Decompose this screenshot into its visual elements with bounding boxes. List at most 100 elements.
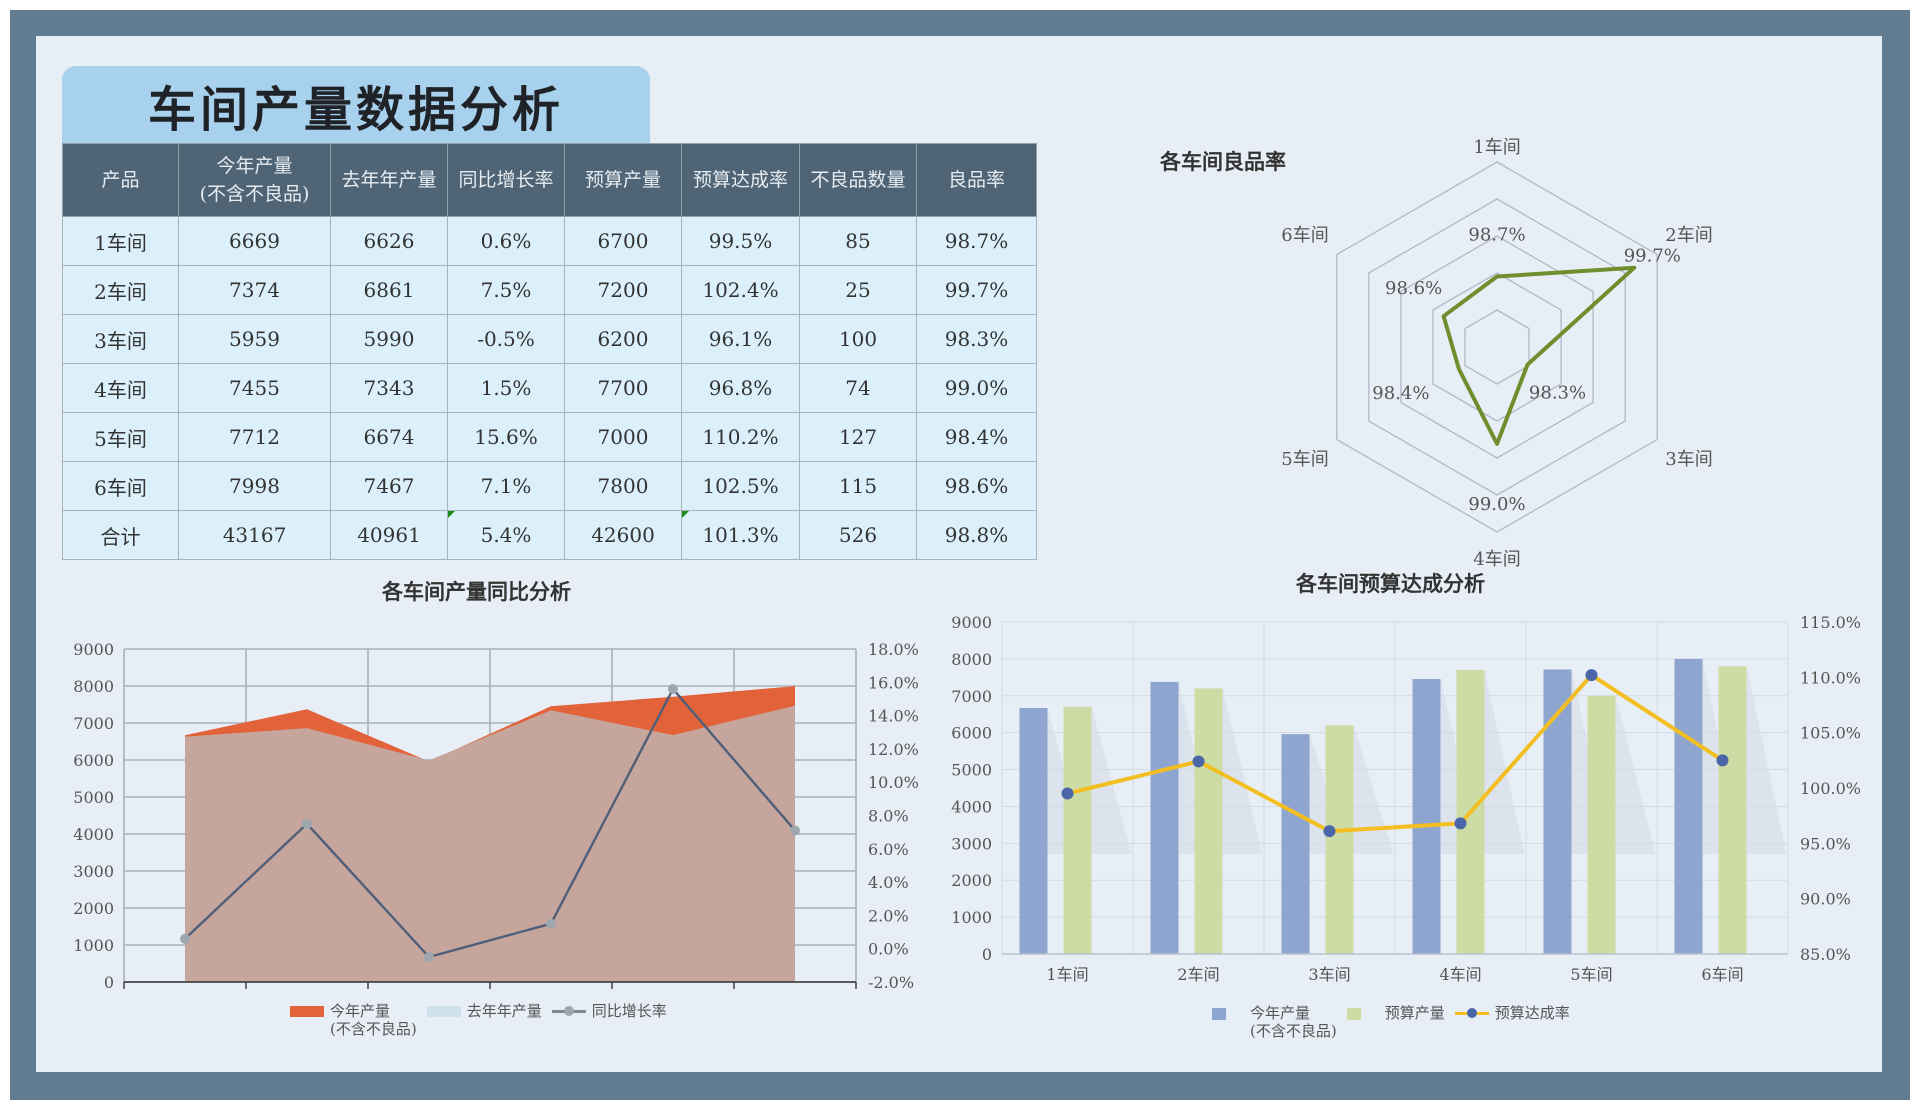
table-cell[interactable]: 6车间 [62, 461, 179, 511]
table-cell[interactable]: 1车间 [62, 216, 179, 266]
table-cell[interactable]: 25 [799, 265, 917, 315]
bar-shadow [1484, 669, 1525, 854]
bar[interactable] [1019, 707, 1048, 954]
table-cell[interactable]: 5车间 [62, 412, 179, 462]
table-cell[interactable]: 102.5% [681, 461, 800, 511]
table-cell[interactable]: 6669 [178, 216, 331, 266]
table-cell[interactable]: 127 [799, 412, 917, 462]
legend-item[interactable]: 今年产量 (不含不良品) [290, 1002, 417, 1038]
table-cell[interactable]: 7467 [330, 461, 448, 511]
y2-axis-tick: 0.0% [868, 940, 909, 959]
table-cell[interactable]: 7455 [178, 363, 331, 413]
table-cell[interactable]: 5990 [330, 314, 448, 364]
table-cell[interactable]: 7.1% [447, 461, 565, 511]
table-cell[interactable]: 6700 [564, 216, 682, 266]
line-marker[interactable] [180, 933, 190, 944]
table-cell[interactable]: 7712 [178, 412, 331, 462]
table-cell[interactable]: 98.6% [916, 461, 1037, 511]
table-cell[interactable]: 7000 [564, 412, 682, 462]
line-marker[interactable] [302, 818, 312, 829]
radar-grid-ring [1464, 309, 1530, 385]
table-cell[interactable]: 5.4% [447, 510, 565, 560]
table-cell[interactable]: 0.6% [447, 216, 565, 266]
table-cell[interactable]: 40961 [330, 510, 448, 560]
radar-axis-label: 2车间 [1665, 225, 1712, 246]
table-cell[interactable]: 99.5% [681, 216, 800, 266]
table-cell[interactable]: 7.5% [447, 265, 565, 315]
table-row: 6车间 7998 7467 7.1% 7800 102.5% 115 98.6% [62, 461, 1037, 511]
table-cell[interactable]: 98.4% [916, 412, 1037, 462]
table-cell[interactable]: 96.8% [681, 363, 800, 413]
table-cell[interactable]: 4车间 [62, 363, 179, 413]
line-marker[interactable] [424, 952, 434, 963]
table-cell[interactable]: 合计 [62, 510, 179, 560]
bar[interactable] [1063, 706, 1092, 954]
bar[interactable] [1281, 734, 1310, 954]
table-cell[interactable]: 96.1% [681, 314, 800, 364]
column-header: 产品 [62, 143, 179, 217]
table-cell[interactable]: 5959 [178, 314, 331, 364]
radar-chart-title: 各车间良品率 [1160, 150, 1286, 174]
bar[interactable] [1412, 678, 1441, 954]
table-cell[interactable]: 115 [799, 461, 917, 511]
table-cell[interactable]: 74 [799, 363, 917, 413]
table-cell[interactable]: 99.7% [916, 265, 1037, 315]
table-cell[interactable]: 7200 [564, 265, 682, 315]
table-cell[interactable]: 15.6% [447, 412, 565, 462]
table-cell[interactable]: 2车间 [62, 265, 179, 315]
table-cell[interactable]: 110.2% [681, 412, 800, 462]
table-cell[interactable]: 85 [799, 216, 917, 266]
table-cell[interactable]: 6200 [564, 314, 682, 364]
line-marker[interactable] [1716, 754, 1729, 767]
bar[interactable] [1718, 666, 1747, 954]
legend-item[interactable]: 去年年产量 [426, 1002, 542, 1020]
bar[interactable] [1325, 725, 1354, 954]
legend-line-marker-icon [1454, 1008, 1489, 1019]
legend-item[interactable]: 预算达成率 [1454, 1004, 1570, 1022]
line-marker[interactable] [546, 918, 556, 929]
table-cell[interactable]: 6674 [330, 412, 448, 462]
table-cell[interactable]: 98.3% [916, 314, 1037, 364]
table-cell[interactable]: 99.0% [916, 363, 1037, 413]
legend-item[interactable]: 预算产量 [1346, 1004, 1445, 1022]
bar[interactable] [1587, 695, 1616, 954]
bar[interactable] [1543, 669, 1572, 954]
y-axis-tick: 7000 [73, 714, 114, 733]
legend-label: 今年产量 (不含不良品) [330, 1002, 417, 1038]
table-cell[interactable]: -0.5% [447, 314, 565, 364]
legend-item[interactable]: 同比增长率 [551, 1002, 667, 1020]
table-cell[interactable]: 526 [799, 510, 917, 560]
table-cell[interactable]: 7800 [564, 461, 682, 511]
table-cell[interactable]: 6626 [330, 216, 448, 266]
bar-shadow [1222, 688, 1263, 854]
table-cell[interactable]: 101.3% [681, 510, 800, 560]
bar[interactable] [1674, 658, 1703, 954]
line-marker[interactable] [668, 683, 678, 694]
table-cell[interactable]: 42600 [564, 510, 682, 560]
line-marker[interactable] [1585, 669, 1598, 682]
table-cell[interactable]: 6861 [330, 265, 448, 315]
line-marker[interactable] [1061, 787, 1074, 800]
line-marker[interactable] [1192, 755, 1205, 768]
bar[interactable] [1194, 688, 1223, 954]
table-cell[interactable]: 7998 [178, 461, 331, 511]
radar-data-label: 98.7% [1468, 225, 1525, 246]
radar-data-label: 99.7% [1624, 246, 1681, 267]
legend-item[interactable]: 今年产量 (不含不良品) [1212, 1004, 1337, 1040]
y-axis-tick: 6000 [73, 751, 114, 770]
table-cell[interactable]: 102.4% [681, 265, 800, 315]
table-cell[interactable]: 3车间 [62, 314, 179, 364]
bar[interactable] [1150, 681, 1179, 954]
table-cell[interactable]: 100 [799, 314, 917, 364]
y2-axis-tick: 12.0% [868, 740, 919, 759]
line-marker[interactable] [1323, 825, 1336, 838]
table-cell[interactable]: 7374 [178, 265, 331, 315]
table-cell[interactable]: 98.8% [916, 510, 1037, 560]
table-cell[interactable]: 7343 [330, 363, 448, 413]
table-cell[interactable]: 1.5% [447, 363, 565, 413]
line-marker[interactable] [1454, 817, 1467, 830]
table-cell[interactable]: 98.7% [916, 216, 1037, 266]
table-cell[interactable]: 7700 [564, 363, 682, 413]
line-marker[interactable] [790, 825, 800, 836]
table-cell[interactable]: 43167 [178, 510, 331, 560]
